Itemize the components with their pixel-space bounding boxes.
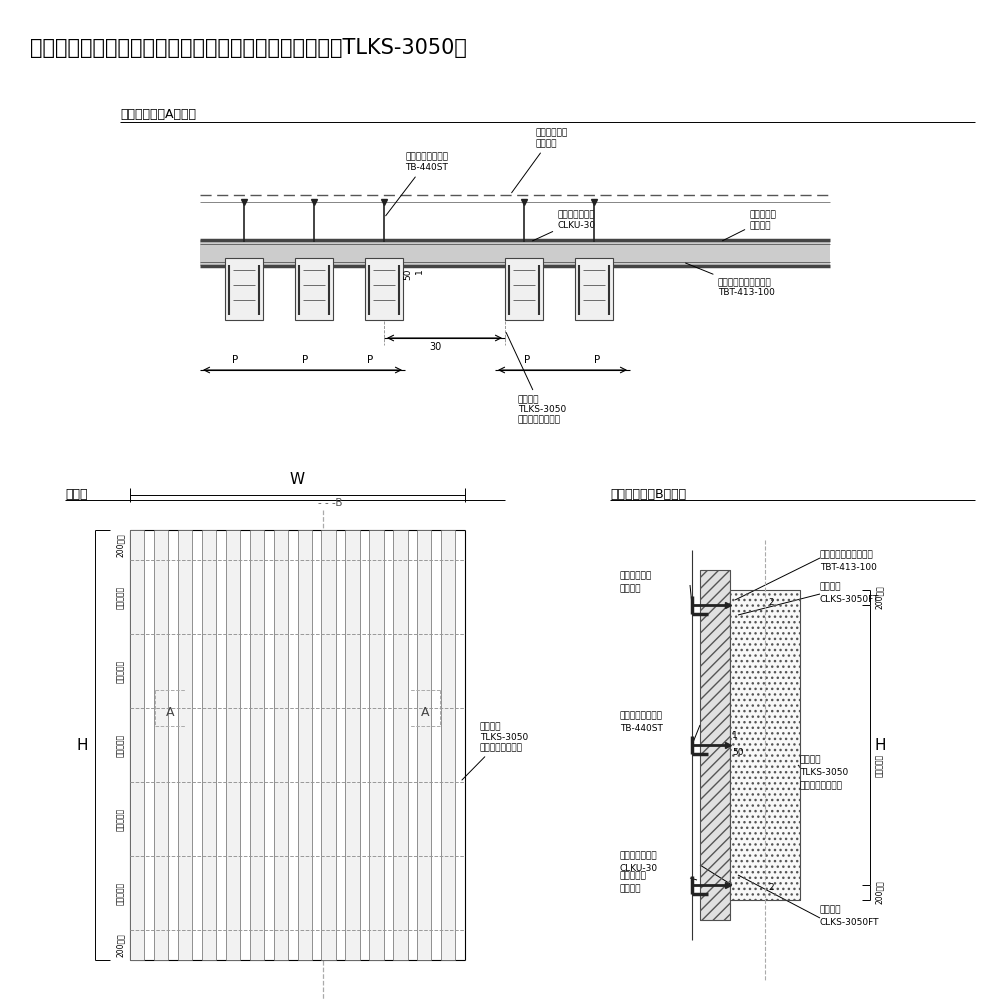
Text: ルーバー
TLKS-3050
【フォルティナ】: ルーバー TLKS-3050 【フォルティナ】 <box>462 722 528 780</box>
Bar <box>202 530 216 960</box>
Text: P: P <box>367 355 373 365</box>
Text: ルーバー受け材
CLKU-30: ルーバー受け材 CLKU-30 <box>533 210 596 241</box>
Bar <box>700 570 730 920</box>
Text: 200以内: 200以内 <box>875 881 884 904</box>
Text: 下地ピッチ: 下地ピッチ <box>116 586 125 609</box>
Text: 【参考施工図】室内　壁付縦貼り（アタッチメント）（TLKS-3050）: 【参考施工図】室内 壁付縦貼り（アタッチメント）（TLKS-3050） <box>30 38 467 58</box>
Text: 脱落防止用ドリルネジ: 脱落防止用ドリルネジ <box>820 550 874 559</box>
Text: P: P <box>232 355 238 365</box>
Text: 小口フタ: 小口フタ <box>820 582 842 591</box>
Bar <box>730 590 800 900</box>
Bar <box>226 530 240 960</box>
Text: 30: 30 <box>429 342 441 352</box>
Text: 取付用ドリルネジ: 取付用ドリルネジ <box>620 711 663 720</box>
Text: P: P <box>302 355 308 365</box>
Text: P: P <box>594 355 600 365</box>
Bar <box>575 258 613 320</box>
Text: TLKS-3050: TLKS-3050 <box>800 768 848 777</box>
Bar <box>345 530 360 960</box>
Text: 取付用ドリルネジ
TB-440ST: 取付用ドリルネジ TB-440ST <box>386 152 448 216</box>
Text: W: W <box>290 472 305 487</box>
Text: 小口フタ: 小口フタ <box>820 905 842 914</box>
Text: 下地ピッチ: 下地ピッチ <box>116 808 125 831</box>
Bar <box>369 530 384 960</box>
Bar <box>225 258 263 320</box>
Text: TBT-413-100: TBT-413-100 <box>820 563 877 572</box>
Text: ルーバー: ルーバー <box>800 755 822 764</box>
Bar <box>295 258 333 320</box>
Text: TB-440ST: TB-440ST <box>620 724 663 733</box>
Bar <box>130 530 144 960</box>
Text: CLKS-3050FT: CLKS-3050FT <box>820 918 880 927</box>
Text: 脱落防止用ドリルネジ
TBT-413-100: 脱落防止用ドリルネジ TBT-413-100 <box>686 263 775 297</box>
Text: 下地ピッチ: 下地ピッチ <box>116 660 125 683</box>
Text: 下地ピッチ: 下地ピッチ <box>875 754 884 777</box>
Text: 内装ボード
（別途）: 内装ボード （別途） <box>722 210 777 241</box>
Bar <box>250 530 264 960</box>
Text: 内壁固定下地
（別途）: 内壁固定下地 （別途） <box>512 128 567 193</box>
Text: CLKS-3050FT: CLKS-3050FT <box>820 595 880 604</box>
Bar <box>441 530 455 960</box>
Text: 【フォルティナ】: 【フォルティナ】 <box>800 781 843 790</box>
Text: A: A <box>421 707 429 720</box>
Text: P: P <box>524 355 530 365</box>
Text: 2: 2 <box>768 883 774 892</box>
Text: H: H <box>76 738 88 753</box>
Text: 下地ピッチ: 下地ピッチ <box>116 882 125 905</box>
Text: 断面詳細図（B断面）: 断面詳細図（B断面） <box>610 488 686 500</box>
Bar <box>417 530 431 960</box>
Bar <box>505 258 543 320</box>
Text: 200以内: 200以内 <box>116 534 125 557</box>
Text: 内壁固定下地: 内壁固定下地 <box>620 571 652 580</box>
Bar <box>154 530 168 960</box>
Text: （別途）: （別途） <box>620 884 642 893</box>
Text: 1: 1 <box>415 268 424 273</box>
Bar <box>700 570 730 920</box>
Text: 下地ピッチ: 下地ピッチ <box>116 734 125 757</box>
Bar <box>730 590 800 900</box>
Text: - - -B: - - -B <box>318 498 342 508</box>
Text: CLKU-30: CLKU-30 <box>620 864 658 873</box>
Bar <box>321 530 336 960</box>
Text: 200以内: 200以内 <box>116 933 125 957</box>
Bar <box>365 258 403 320</box>
Text: 平面詳細図（A断面）: 平面詳細図（A断面） <box>120 108 196 121</box>
Text: H: H <box>875 738 887 753</box>
Bar <box>178 530 192 960</box>
Text: A: A <box>166 707 174 720</box>
Text: （別途）: （別途） <box>620 584 642 593</box>
Bar <box>200 240 830 266</box>
Bar <box>393 530 408 960</box>
Text: 正面図: 正面図 <box>65 488 88 500</box>
Text: ルーバー受け材: ルーバー受け材 <box>620 851 658 860</box>
Text: 50: 50 <box>403 268 412 279</box>
Text: 50: 50 <box>732 748 744 757</box>
Text: 200以内: 200以内 <box>875 586 884 610</box>
Text: 1: 1 <box>732 731 738 740</box>
Text: 2: 2 <box>768 598 774 607</box>
Text: ルーバー
TLKS-3050
【フォルティナ】: ルーバー TLKS-3050 【フォルティナ】 <box>506 332 566 424</box>
Bar <box>298 530 312 960</box>
Text: 内装ボード: 内装ボード <box>620 871 647 880</box>
Bar <box>274 530 288 960</box>
